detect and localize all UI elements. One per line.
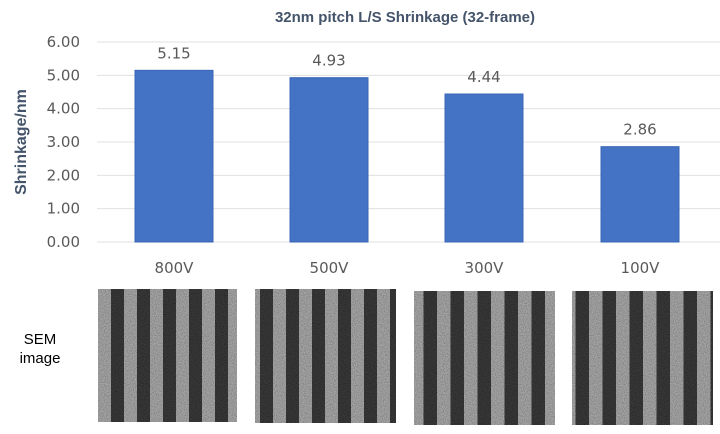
sem-line (202, 289, 215, 422)
sem-line (351, 289, 364, 423)
x-tick-label: 300V (465, 259, 505, 277)
x-tick-label: 100V (621, 259, 661, 277)
y-tick-label: 1.00 (47, 200, 80, 218)
y-tick-label: 2.00 (47, 166, 80, 184)
sem-line (273, 289, 286, 423)
sem-line (124, 289, 137, 422)
sem-line (255, 289, 260, 423)
sem-line (228, 289, 237, 422)
sem-image-1 (98, 289, 237, 422)
data-label: 4.93 (312, 52, 345, 70)
sem-image-label: SEM image (12, 330, 68, 368)
sem-line (299, 289, 312, 423)
sem-label-line1: SEM (23, 331, 57, 348)
y-tick-label: 6.00 (47, 33, 80, 51)
sem-line (150, 289, 163, 422)
sem-line (464, 291, 478, 425)
bar-300V (444, 93, 524, 243)
sem-line (325, 289, 338, 423)
sem-line (643, 291, 657, 425)
sem-label-line2: image (19, 350, 61, 367)
data-label: 2.86 (623, 121, 656, 139)
sem-background (98, 289, 237, 422)
sem-line (176, 289, 189, 422)
y-axis-label: Shrinkage/nm (13, 89, 30, 195)
sem-line (697, 291, 711, 425)
x-tick-label: 500V (310, 259, 350, 277)
bar-800V (134, 69, 214, 243)
sem-image-2 (255, 289, 396, 423)
y-tick-label: 5.00 (47, 66, 80, 84)
sem-background (414, 291, 555, 425)
data-label: 5.15 (157, 44, 190, 62)
sem-image-4 (572, 291, 713, 425)
bar-500V (289, 77, 369, 243)
y-tick-label: 4.00 (47, 100, 80, 118)
sem-line (98, 289, 111, 422)
sem-line (572, 291, 576, 425)
sem-line (414, 291, 424, 425)
sem-image-3 (414, 291, 555, 425)
sem-line (377, 289, 390, 423)
y-tick-label: 3.00 (47, 133, 80, 151)
x-tick-label: 800V (155, 259, 195, 277)
bar-100V (600, 146, 680, 243)
sem-line (616, 291, 630, 425)
data-label: 4.44 (467, 68, 500, 86)
sem-line (518, 291, 532, 425)
sem-line (437, 291, 451, 425)
sem-line (491, 291, 505, 425)
y-tick-label: 0.00 (47, 233, 80, 251)
chart-title: 32nm pitch L/S Shrinkage (32-frame) (275, 9, 535, 26)
sem-line (670, 291, 684, 425)
sem-line (545, 291, 555, 425)
sem-line (589, 291, 603, 425)
